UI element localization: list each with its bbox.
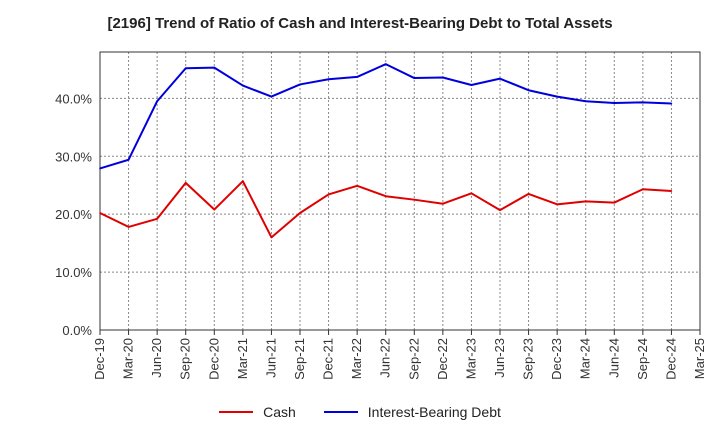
x-tick-label: Jun-20 [149,338,164,378]
data-point-cash [242,180,244,182]
x-tick-label: Sep-21 [292,338,307,380]
data-point-interest-bearing-debt [356,76,358,78]
data-point-cash [442,202,444,205]
x-tick-label: Mar-21 [235,338,250,379]
data-point-interest-bearing-debt [413,77,416,79]
data-point-cash [299,212,301,214]
legend: Cash Interest-Bearing Debt [0,404,720,420]
x-tick-label: Sep-24 [635,338,650,380]
y-tick-label: 40.0% [55,91,92,106]
x-tick-label: Dec-23 [549,338,564,380]
data-point-interest-bearing-debt [613,102,616,104]
legend-label-cash: Cash [263,404,296,420]
data-point-cash [499,209,501,211]
x-tick-label: Mar-20 [121,338,136,379]
data-point-interest-bearing-debt [213,66,216,69]
y-tick-label: 20.0% [55,207,92,222]
x-tick-label: Mar-22 [349,338,364,379]
data-point-cash [556,203,558,206]
data-point-cash [213,208,216,211]
legend-item-interest-bearing-debt: Interest-Bearing Debt [323,404,501,420]
x-tick-label: Sep-23 [521,338,536,380]
data-point-cash [184,182,187,184]
x-tick-label: Dec-20 [206,338,221,380]
data-point-interest-bearing-debt [384,63,387,65]
data-point-cash [327,193,330,196]
data-point-interest-bearing-debt [327,78,330,81]
x-tick-label: Dec-19 [92,338,107,380]
x-tick-label: Sep-20 [178,338,193,380]
data-point-interest-bearing-debt [556,95,558,98]
data-point-cash [613,201,616,204]
x-tick-label: Mar-24 [578,338,593,379]
data-point-cash [99,212,101,214]
x-tick-label: Dec-22 [435,338,450,380]
legend-swatch-interest-bearing-debt [323,411,358,413]
data-point-cash [384,195,387,198]
x-tick-label: Jun-24 [606,338,621,378]
x-tick-label: Dec-21 [321,338,336,380]
data-point-interest-bearing-debt [584,100,587,103]
data-point-interest-bearing-debt [99,167,101,170]
data-point-interest-bearing-debt [527,89,530,92]
x-tick-label: Dec-24 [663,338,678,380]
data-point-cash [527,193,530,195]
y-tick-label: 30.0% [55,149,92,164]
legend-swatch-cash [219,411,254,413]
x-tick-label: Jun-21 [263,338,278,378]
x-tick-label: Jun-23 [492,338,507,378]
data-point-cash [127,226,130,228]
x-tick-label: Sep-22 [406,338,421,380]
chart-title: [2196] Trend of Ratio of Cash and Intere… [107,15,613,32]
data-point-interest-bearing-debt [242,84,244,87]
data-point-cash [270,236,273,239]
data-point-cash [413,198,416,201]
data-point-interest-bearing-debt [270,95,273,98]
data-point-interest-bearing-debt [442,76,444,79]
y-tick-label: 10.0% [55,265,92,280]
data-point-cash [670,190,673,192]
data-point-cash [642,188,644,191]
data-point-cash [156,218,158,220]
data-point-interest-bearing-debt [184,67,187,70]
data-point-interest-bearing-debt [642,101,644,104]
data-point-interest-bearing-debt [470,84,473,86]
data-point-interest-bearing-debt [299,83,301,86]
data-point-cash [584,200,587,203]
data-point-interest-bearing-debt [127,158,130,161]
y-tick-label: 0.0% [62,323,92,338]
data-point-interest-bearing-debt [499,77,501,80]
x-tick-label: Mar-23 [463,338,478,379]
plot-frame [99,51,701,331]
legend-label-interest-bearing-debt: Interest-Bearing Debt [367,404,501,420]
data-point-cash [470,192,473,195]
x-tick-label: Jun-22 [378,338,393,378]
x-tick-label: Mar-25 [692,338,707,379]
data-point-interest-bearing-debt [670,102,673,105]
data-point-cash [356,184,358,187]
legend-item-cash: Cash [219,404,296,420]
data-point-interest-bearing-debt [156,100,158,103]
